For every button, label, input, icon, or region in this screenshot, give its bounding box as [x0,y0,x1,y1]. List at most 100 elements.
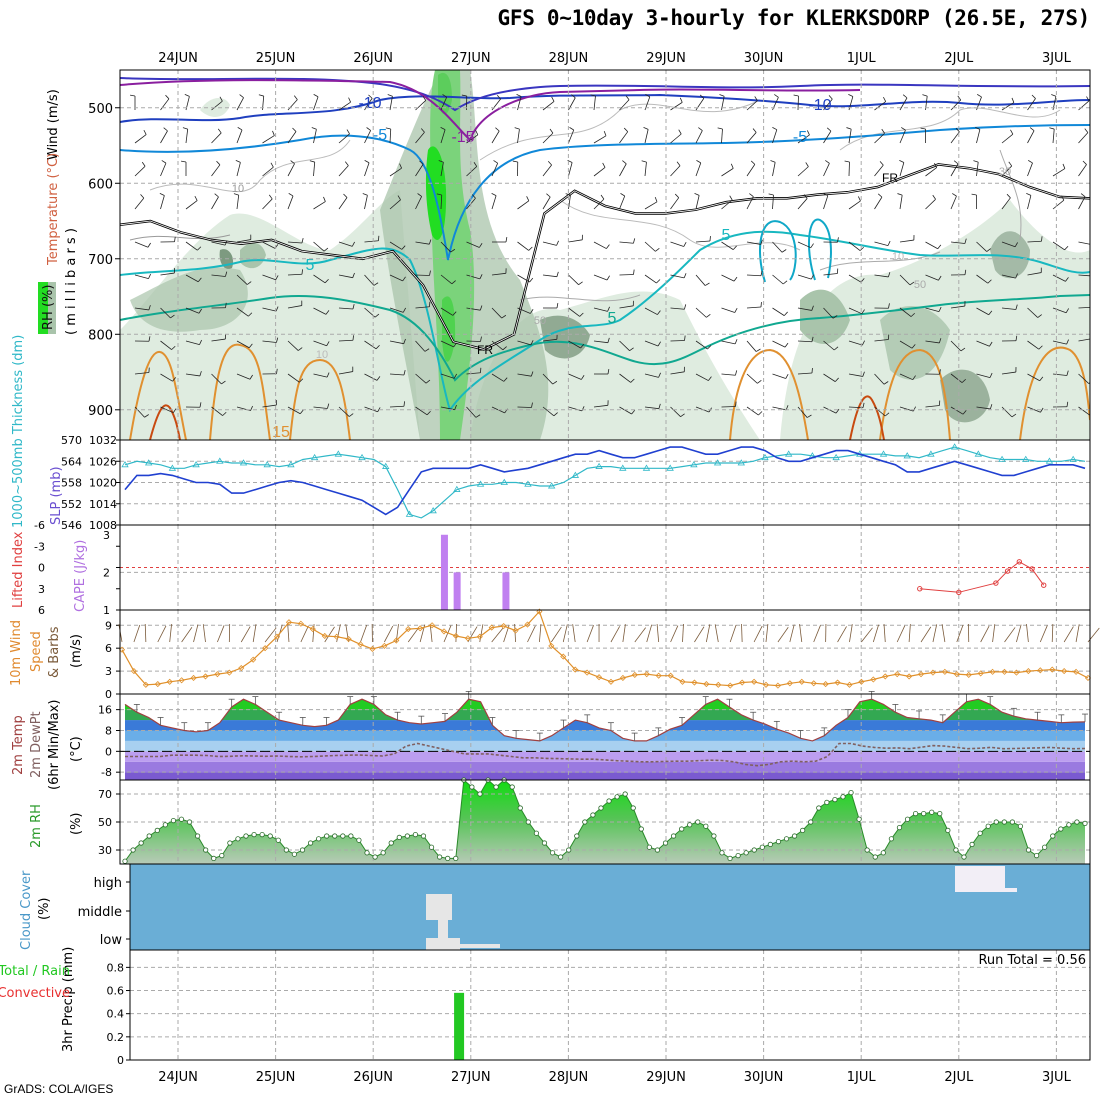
temperature-contour [120,294,1090,382]
wind-barb-flag [323,196,326,202]
wind-barb [491,195,497,210]
wind-barb-flag [897,193,903,196]
wind-barb [134,165,146,177]
wind-barb [670,241,684,247]
thickness-point [571,471,580,478]
contour-label: 5 [608,310,617,327]
wind-barb-flag [197,277,202,283]
wind-barb-flag [556,240,559,246]
wind-barb-10m [312,624,315,643]
wind-speed-point [1037,667,1044,674]
wind-barb-flag [783,311,788,316]
top-date-label: 27JUN [451,51,491,66]
wind-barb-flag [952,193,957,197]
wind-barb [1027,98,1036,111]
wind-barb [313,373,328,378]
wind-barb-flag [730,163,734,169]
rh-point [299,847,306,853]
bottom-date-label: 25JUN [256,1070,296,1085]
wind-barb-flag [551,96,555,102]
wind-barb-flag [249,374,253,380]
wind-barb-flag [734,339,738,345]
wind-barb [746,406,759,416]
thickness-point [595,462,603,469]
wind-barb-flag [170,314,175,319]
top-date-label: 3JUL [1042,51,1072,66]
wind-barb-flag [911,344,916,349]
wind-barb-10m [799,624,803,643]
wind-barb [746,241,761,245]
wind-barb [440,194,443,210]
wind-barb [517,241,529,251]
rh-point [880,850,886,856]
wind-speed-point [488,624,495,631]
rh-point [219,852,225,859]
wind-barb-flag [479,243,483,248]
rh-point [517,805,523,811]
wind-barb [466,274,481,280]
wind-barb-flag [530,309,534,314]
wind-barb [772,373,786,379]
wind-barb [619,373,631,383]
rh-point [1042,844,1048,850]
wind-barb-flag [622,160,627,165]
wind-barb [338,371,353,375]
wind-barb-flag [248,312,253,317]
upper-y-axis-label: ( m i l l i b a r s ) [64,228,79,335]
wind-barb [619,241,634,244]
rh-point [437,854,443,860]
wind-barb-flag [454,404,457,410]
wind-barb [364,340,377,350]
precip-legend-convective: Convective [0,986,70,1001]
wind-barb-flag [214,193,219,198]
wind-barb-flag [377,407,381,412]
wind-speed-point [226,669,233,676]
wind-barb [772,340,786,348]
wind-barb-10m [992,624,996,643]
wind-barb-flag [785,373,789,379]
upper-y-tick-label: 800 [88,328,113,343]
rh-contour [559,199,801,251]
temp-tick-label: -8 [101,766,112,779]
temperature-contour [120,79,861,142]
wind-barb-flag [960,347,966,352]
wind-barb-flag [755,348,761,352]
wind-barb [415,406,428,416]
wind-barb-flag [955,127,960,133]
wind-barb-flag [475,414,481,418]
temperature-contour [129,343,271,440]
wind-barb [338,406,350,417]
wind-barb-flag [172,408,177,413]
wind-barb [721,129,723,144]
rh-point [420,833,427,839]
wind-barb-flag [620,193,625,197]
wind-barb-flag [717,127,723,130]
wind-barb [338,101,351,111]
precip-frame [129,949,1091,1061]
wind-barb [185,200,198,210]
contour-label: FR [882,171,898,185]
rh-point [961,854,967,860]
wind-barb-flag [657,341,661,347]
wind-barb-flag [385,127,391,130]
wind-barb-flag [774,94,779,98]
wind-barb [338,241,353,247]
rh-point [493,784,499,790]
rh-point [864,847,870,853]
wind-barb-flag [641,160,647,163]
rh-point [1050,833,1056,839]
wind-barb-flag [292,127,297,132]
wind-barb [491,163,499,177]
wind-barb [593,167,606,177]
wind-barb-flag [148,273,151,279]
wind-barb [364,240,379,243]
wind-barb [976,373,991,379]
wind-barb-flag [988,310,993,316]
precip-tick-label: 0.2 [107,1031,125,1044]
contour-label: -5 [373,127,387,144]
rh-legend-swatch [38,282,48,334]
wind-barb [236,97,244,111]
wind-barb-flag [376,376,381,381]
wind-barb-flag [729,195,733,201]
wind-barb-flag [699,94,705,99]
